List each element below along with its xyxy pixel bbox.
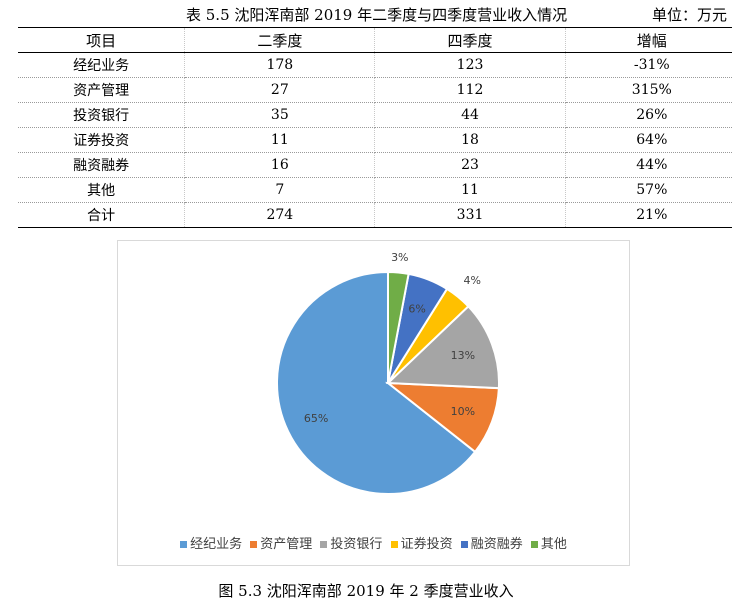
pie-data-label: 10% [451,405,475,418]
cell-growth: 21% [565,202,732,228]
cell-growth: 44% [565,152,732,178]
table-header-row: 项目 二季度 四季度 增幅 [18,27,732,53]
cell-growth: 64% [565,127,732,153]
cell-q2: 35 [184,102,376,128]
cell-item: 资产管理 [18,77,186,103]
legend-label: 投资银行 [330,537,383,552]
legend-swatch [390,541,398,548]
table-row: 其他 7 11 57% [18,177,732,203]
legend-label: 证券投资 [400,537,453,552]
cell-q4: 112 [374,77,566,103]
cell-q4: 331 [374,202,566,228]
legend-label: 资产管理 [260,537,313,552]
cell-q4: 18 [374,127,566,153]
legend-label: 融资融券 [470,537,523,552]
cell-growth: -31% [565,52,732,78]
cell-q4: 23 [374,152,566,178]
table-row: 资产管理 27 112 315% [18,77,732,103]
legend-item: 经纪业务 [180,533,242,552]
legend-label: 经纪业务 [190,537,243,552]
pie-chart: 65% 10% 13% 4% 6% 3% [276,251,500,495]
unit-label: 单位：万元 [652,6,728,24]
table-row: 投资银行 35 44 26% [18,102,732,128]
pie-data-label: 13% [451,349,475,362]
header-item: 项目 [18,27,186,53]
chart-legend: 经纪业务 资产管理 投资银行 证券投资 融资融券 其他 [118,533,629,552]
cell-q4: 11 [374,177,566,203]
legend-item: 资产管理 [250,533,312,552]
cell-item: 其他 [18,177,186,203]
cell-q2: 7 [184,177,376,203]
cell-item: 投资银行 [18,102,186,128]
legend-swatch [460,541,468,548]
legend-item: 融资融券 [460,533,523,552]
cell-item: 经纪业务 [18,52,186,78]
legend-item: 投资银行 [320,533,382,552]
cell-growth: 26% [565,102,732,128]
cell-growth: 57% [565,177,732,203]
table-caption: 表 5.5 沈阳浑南部 2019 年二季度与四季度营业收入情况 [186,6,568,24]
revenue-table: 项目 二季度 四季度 增幅 经纪业务 178 123 -31% 资产管理 27 … [18,27,732,228]
pie-slice [276,270,477,495]
header-growth: 增幅 [565,27,732,53]
cell-q2: 11 [184,127,376,153]
legend-swatch [320,541,328,548]
pie-data-label: 6% [408,303,425,316]
cell-q2: 16 [184,152,376,178]
cell-item: 证券投资 [18,127,186,153]
figure-caption: 图 5.3 沈阳浑南部 2019 年 2 季度营业收入 [218,582,514,600]
pie-data-label: 3% [391,251,408,264]
cell-item: 合计 [18,202,186,228]
pie-slice [387,270,410,384]
table-row: 证券投资 11 18 64% [18,127,732,153]
header-q4: 四季度 [374,27,566,53]
table-row: 融资融券 16 23 44% [18,152,732,178]
pie-chart-frame: 65% 10% 13% 4% 6% 3% 经纪业务 资产管理 投资银行 证券投资 融资融券… [117,240,630,566]
cell-q4: 44 [374,102,566,128]
header-q2: 二季度 [184,27,376,53]
pie-slice [385,304,500,390]
cell-growth: 315% [565,77,732,103]
cell-q2: 274 [184,202,376,228]
legend-swatch [250,541,258,548]
legend-item: 证券投资 [390,533,453,552]
legend-label: 其他 [540,537,567,552]
pie-data-label: 4% [463,274,480,287]
legend-swatch [180,541,188,548]
cell-q4: 123 [374,52,566,78]
legend-item: 其他 [530,533,567,552]
legend-swatch [530,541,538,548]
cell-item: 融资融券 [18,152,186,178]
cell-q2: 27 [184,77,376,103]
cell-q2: 178 [184,52,376,78]
table-row: 经纪业务 178 123 -31% [18,52,732,78]
pie-data-label: 65% [304,412,328,425]
table-row-total: 合计 274 331 21% [18,202,732,228]
